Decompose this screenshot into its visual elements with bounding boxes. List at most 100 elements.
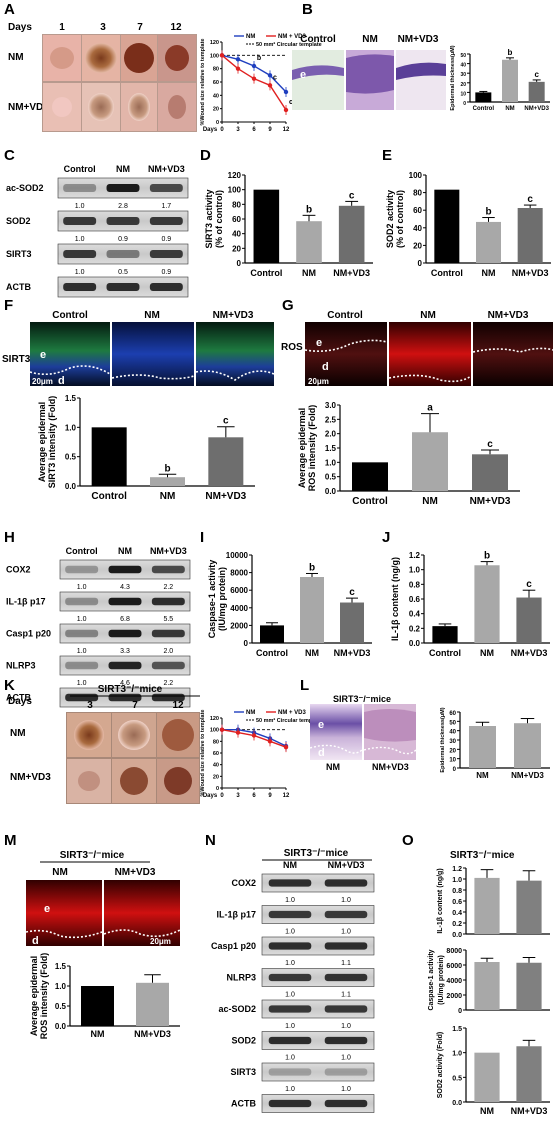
y-tick-label: 20	[460, 82, 466, 88]
day-label: 12	[170, 22, 182, 33]
blot-band	[65, 565, 99, 574]
epidermis-label: e	[318, 719, 324, 731]
legend-note: 50 mm² Circular template	[256, 41, 322, 48]
x-tick-label: 0	[220, 127, 224, 133]
bar-chart-j: 0.0 0.2 0.4 0.6 0.8 1.0 1.2 Control b NM c NM+VD3 IL…	[390, 551, 550, 658]
blot-band	[149, 217, 183, 225]
category-label: NM+VD3	[512, 268, 549, 278]
dermis-label: d	[58, 375, 65, 387]
epidermis-label: e	[44, 903, 50, 915]
y-tick-label: 30	[449, 739, 456, 745]
y-tick-label: 0	[453, 767, 457, 773]
blot-strip	[261, 999, 375, 1019]
band-quantification: 3.3	[120, 648, 130, 655]
protein-label: Casp1 p20	[6, 629, 51, 639]
significance-label: b	[306, 204, 312, 215]
y-tick-label: 0.0	[325, 487, 337, 496]
protein-label: IL-1β p17	[216, 910, 256, 920]
category-label: NM+VD3	[511, 648, 548, 658]
panel-c: C Control NM NM+VD3 ac-SOD2 1.0 2.8 1.7 SOD2 1.0…	[4, 147, 189, 298]
wound-photo-grid	[42, 34, 197, 132]
y-tick-label: 100	[210, 53, 219, 59]
bar	[475, 92, 492, 102]
data-point	[283, 744, 289, 750]
category-label: NM+VD3	[511, 1106, 548, 1116]
x-tick-label: 12	[283, 127, 290, 133]
y-tick-label: 1.5	[65, 394, 77, 403]
significance-label: c	[534, 70, 539, 79]
significance-label: c	[273, 74, 277, 81]
blot-band	[106, 283, 140, 291]
y-axis-label: Average epidermalROS intensity (Fold)	[297, 405, 317, 492]
y-tick-label: 2.0	[325, 430, 337, 439]
day-label: 1	[59, 22, 65, 33]
significance-label: b	[485, 207, 491, 218]
protein-label: COX2	[6, 565, 31, 575]
panel-letter: H	[4, 529, 15, 546]
y-tick-label: 60	[413, 206, 422, 215]
x-tick-label: 0	[220, 793, 224, 799]
band-quantification: 2.8	[118, 203, 128, 210]
day-label: 12	[172, 700, 184, 711]
y-tick-label: 60	[213, 80, 219, 86]
x-tick-label: 9	[268, 127, 272, 133]
lane-label: Control	[64, 164, 96, 174]
x-axis-label: Days	[203, 793, 218, 799]
band-quantification: 1.0	[341, 929, 351, 936]
blot-band	[268, 1068, 312, 1076]
category-label: NM	[305, 648, 319, 658]
category-label: NM+VD3	[333, 268, 370, 278]
days-label: Days	[8, 696, 32, 707]
band-quantification: 0.9	[161, 269, 171, 276]
bar	[81, 986, 114, 1026]
band-quantification: 2.2	[163, 584, 173, 591]
knockout-title: SIRT3⁻/⁻mice	[98, 684, 163, 695]
y-tick-label: 1.5	[452, 1026, 462, 1033]
x-tick-label: 3	[236, 793, 240, 799]
panel-l: L SIRT3⁻/⁻mice e d NM NM+VD3 0 10 20 30 40 50…	[300, 677, 550, 780]
protein-label: NLRP3	[6, 661, 36, 671]
bar-chart-e: 0 20 40 60 80 100 Control b NM c NM+VD3 SOD2 activi…	[385, 171, 551, 278]
row-label: NM	[8, 52, 24, 63]
category-label: Control	[473, 106, 495, 112]
panel-letter: L	[300, 677, 309, 694]
blot-band	[65, 693, 99, 702]
data-point	[235, 730, 241, 735]
y-tick-label: 50	[449, 720, 456, 726]
column-label: NM	[362, 34, 378, 45]
blot-band	[149, 283, 183, 291]
column-label: NM+VD3	[488, 310, 529, 321]
category-label: Control	[256, 648, 288, 658]
y-axis-label: %Wound size relative to template	[200, 38, 206, 125]
y-tick-label: 0.8	[409, 580, 421, 589]
y-tick-label: 40	[460, 63, 466, 69]
blot-strip	[261, 1094, 375, 1113]
blot-band	[324, 879, 368, 887]
blot-band	[63, 250, 97, 258]
band-quantification: 0.9	[161, 236, 171, 243]
row-label: NM	[10, 728, 26, 739]
y-tick-label: 6000	[230, 586, 248, 595]
panel-g: G Control NM NM+VD3 ROS e d 20μm 0.0 0.5 1…	[281, 297, 554, 507]
bar	[502, 59, 518, 102]
blot-band	[65, 597, 99, 606]
blot-band	[108, 597, 142, 606]
y-tick-label: 60	[449, 711, 456, 717]
dermis-label: d	[318, 747, 325, 759]
bar	[476, 221, 501, 263]
bar	[517, 208, 543, 263]
blot-band	[108, 661, 142, 670]
column-label: NM	[420, 310, 436, 321]
y-tick-label: 40	[232, 230, 241, 239]
significance-label: c	[349, 190, 355, 201]
bar-chart-m: 0.0 0.5 1.0 1.5 NM NM+VD3 Average epidermalROS…	[29, 953, 180, 1039]
bar-chart-b: 0 10 20 30 40 50 Control b NM c NM+VD3 Epidermal th…	[450, 45, 550, 112]
x-tick-label: 9	[268, 793, 272, 799]
band-quantification: 1.0	[77, 648, 87, 655]
significance-label: c	[526, 579, 532, 590]
x-tick-label: 3	[236, 127, 240, 133]
blot-band	[106, 250, 140, 258]
protein-label: COX2	[231, 878, 256, 888]
column-label: NM+VD3	[213, 310, 254, 321]
data-point	[267, 83, 273, 88]
